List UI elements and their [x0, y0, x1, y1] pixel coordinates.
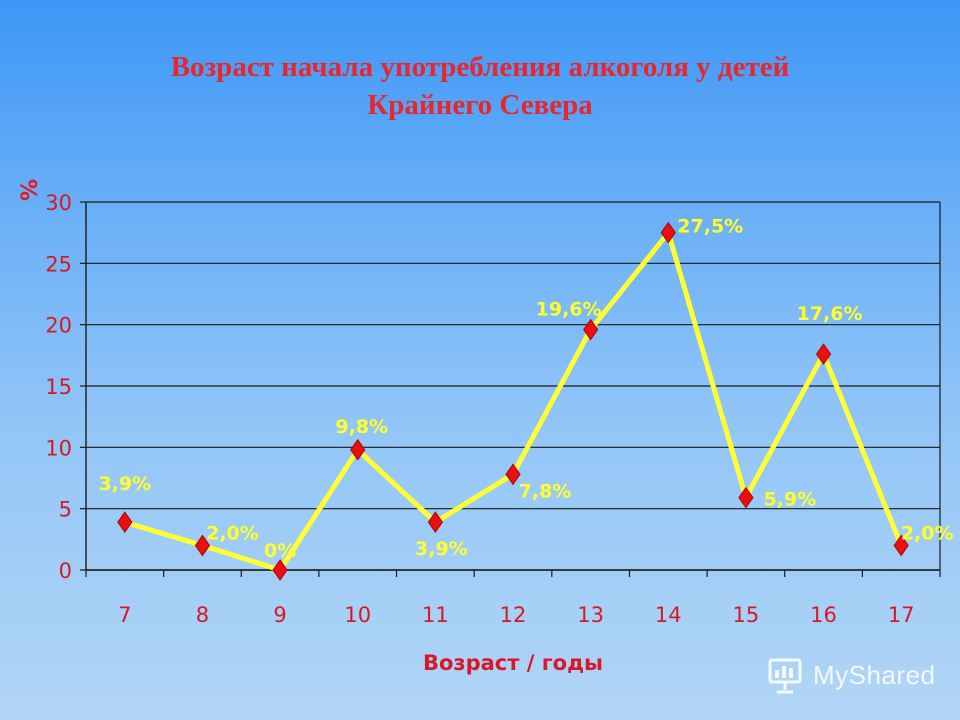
x-tick-label-8: 8	[196, 603, 209, 627]
series-line	[124, 227, 904, 573]
gridlines	[80, 201, 940, 571]
data-point-12	[505, 463, 521, 486]
y-tick-label-0: 0	[59, 559, 72, 583]
x-tick-label-11: 11	[422, 603, 449, 627]
data-label-10: 9,8%	[335, 416, 388, 438]
x-tick-label-10: 10	[344, 603, 371, 627]
data-point-13	[583, 318, 599, 341]
y-tick-label-15: 15	[45, 375, 72, 399]
data-point-9	[272, 559, 288, 581]
x-tick-label-15: 15	[733, 603, 760, 627]
x-tick-label-12: 12	[500, 603, 527, 627]
chart-title-line-2: Крайнего Севера	[367, 89, 593, 121]
chart-title-line-1: Возраст начала употребления алкоголя у д…	[170, 51, 790, 83]
data-label-14: 27,5%	[677, 216, 743, 238]
x-tick-label-9: 9	[273, 603, 286, 627]
y-tick-label-25: 25	[45, 252, 72, 276]
data-point-11	[427, 511, 443, 534]
data-point-14	[660, 221, 676, 244]
data-point-17	[893, 534, 909, 557]
x-tick-label-7: 7	[118, 603, 131, 627]
watermark-text: MyShared	[813, 660, 936, 690]
watermark: MyShared	[765, 656, 945, 696]
y-tick-label-20: 20	[45, 314, 72, 338]
series-line-group	[124, 227, 904, 573]
y-axis-label: %	[18, 179, 43, 201]
data-label-13: 19,6%	[536, 299, 602, 321]
chart-title: Возраст начала употребления алкоголя у д…	[0, 48, 960, 124]
x-tick-label-13: 13	[577, 603, 604, 627]
data-point-10	[350, 438, 366, 461]
data-point-16	[815, 343, 832, 365]
axes	[85, 202, 941, 577]
data-label-7: 3,9%	[98, 473, 151, 495]
data-label-9: 0%	[264, 540, 296, 562]
data-label-16: 17,6%	[797, 303, 863, 325]
data-point-15	[738, 486, 754, 509]
y-tick-label-10: 10	[45, 436, 72, 460]
data-markers	[117, 221, 909, 581]
data-label-11: 3,9%	[415, 538, 468, 560]
data-point-8	[194, 534, 211, 557]
x-tick-label-16: 16	[810, 603, 837, 627]
y-tick-labels: 0 5 10 15 20 25 30	[45, 191, 72, 583]
data-point-7	[117, 511, 133, 534]
data-labels: 3,9%2,0%0%9,8%3,9%7,8%19,6%27,5%5,9%17,6…	[98, 216, 953, 562]
presentation-icon	[768, 658, 802, 694]
data-label-17: 2,0%	[901, 522, 954, 544]
y-tick-label-5: 5	[59, 498, 72, 522]
x-tick-labels: 7 8 9 10 11 12 13 14 15 16 17	[118, 603, 914, 627]
data-label-12: 7,8%	[519, 480, 572, 502]
x-tick-label-14: 14	[655, 603, 682, 627]
data-label-8: 2,0%	[206, 522, 259, 544]
y-tick-label-30: 30	[45, 191, 72, 215]
x-axis-label: Возраст / годы	[423, 651, 603, 675]
x-tick-label-17: 17	[888, 603, 915, 627]
data-label-15: 5,9%	[764, 489, 817, 511]
